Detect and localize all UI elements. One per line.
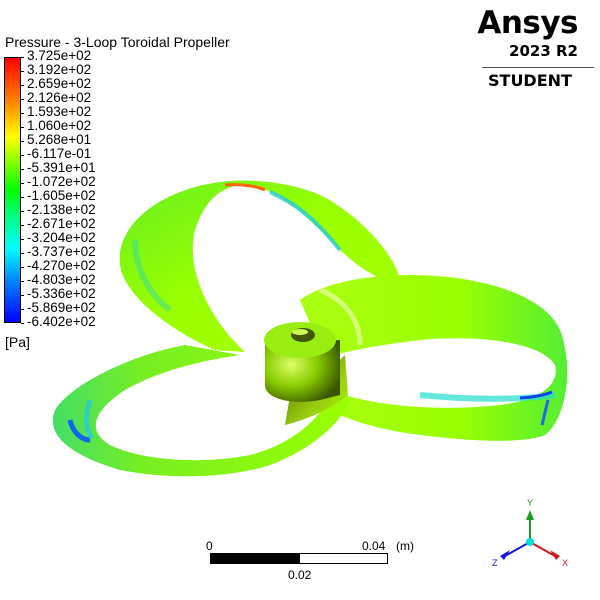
- ansys-logo: Ansys 2023 R2: [477, 6, 578, 60]
- colorbar-tick: [21, 57, 24, 58]
- x-axis-arrow: X: [529, 541, 568, 568]
- colorbar-label: -6.117e-01: [27, 146, 92, 161]
- colorbar-tick: [21, 71, 24, 72]
- y-axis-label: Y: [527, 498, 533, 508]
- colorbar-tick: [21, 127, 24, 128]
- colorbar-tick: [21, 85, 24, 86]
- colorbar-label: -4.803e+02: [27, 272, 96, 287]
- blade-top: [119, 180, 400, 352]
- colorbar-label: 2.126e+02: [27, 90, 92, 105]
- colorbar-label: -3.204e+02: [27, 230, 96, 245]
- scale-unit-label: (m): [396, 539, 414, 553]
- legend-unit: [Pa]: [5, 334, 30, 350]
- brand-divider: [482, 67, 594, 68]
- scale-start-label: 0: [206, 539, 213, 553]
- colorbar-tick: [21, 295, 24, 296]
- propeller-hub: [264, 322, 340, 402]
- legend-title: Pressure - 3-Loop Toroidal Propeller: [5, 34, 230, 50]
- colorbar-tick: [21, 169, 24, 170]
- colorbar-ticks: [21, 57, 25, 324]
- scale-end-label: 0.04: [362, 539, 386, 553]
- colorbar-label: -2.138e+02: [27, 202, 96, 217]
- scale-bar-graphic: [210, 553, 388, 564]
- colorbar-label: 3.192e+02: [27, 62, 92, 77]
- colorbar-tick: [21, 211, 24, 212]
- colorbar-tick: [21, 155, 24, 156]
- colorbar-label: -5.336e+02: [27, 286, 96, 301]
- colorbar-tick: [21, 239, 24, 240]
- colorbar-label: -2.671e+02: [27, 216, 96, 231]
- colorbar-tick: [21, 113, 24, 114]
- z-axis-label: Z: [492, 558, 498, 568]
- colorbar-label: -5.391e+01: [27, 160, 96, 175]
- colorbar-label: 5.268e+01: [27, 132, 92, 147]
- colorbar-tick: [21, 253, 24, 254]
- colorbar-tick: [21, 281, 24, 282]
- brand-name: Ansys: [477, 5, 578, 41]
- colorbar-tick: [21, 225, 24, 226]
- colorbar-label: -5.869e+02: [27, 300, 96, 315]
- y-axis-arrow: Y: [526, 498, 534, 542]
- colorbar-label: -1.072e+02: [27, 174, 96, 189]
- z-axis-arrow: Z: [492, 541, 531, 568]
- colorbar-label: -1.605e+02: [27, 188, 96, 203]
- colorbar-tick: [21, 141, 24, 142]
- triad-origin: [526, 538, 534, 546]
- colorbar-tick: [21, 183, 24, 184]
- scale-mid-label: 0.02: [288, 568, 312, 582]
- colorbar-label: -3.737e+02: [27, 244, 96, 259]
- colorbar-label: 3.725e+02: [27, 48, 92, 63]
- colorbar-tick: [21, 99, 24, 100]
- brand-edition: STUDENT: [488, 71, 572, 90]
- colorbar-label: 1.060e+02: [27, 118, 92, 133]
- colorbar-tick: [21, 197, 24, 198]
- colorbar-tick: [21, 309, 24, 310]
- x-axis-label: X: [562, 558, 568, 568]
- colorbar-label: -6.402e+02: [27, 314, 96, 329]
- brand-version: 2023 R2: [509, 42, 578, 60]
- colorbar-tick: [21, 267, 24, 268]
- pressure-colorbar: [4, 57, 21, 323]
- colorbar-tick: [21, 323, 24, 324]
- colorbar-label: 2.659e+02: [27, 76, 92, 91]
- colorbar-label: -4.270e+02: [27, 258, 96, 273]
- scale-bar-fill: [211, 554, 300, 563]
- blade-right: [300, 275, 568, 441]
- axis-triad[interactable]: Y X Z: [480, 490, 580, 580]
- colorbar-label: 1.593e+02: [27, 104, 92, 119]
